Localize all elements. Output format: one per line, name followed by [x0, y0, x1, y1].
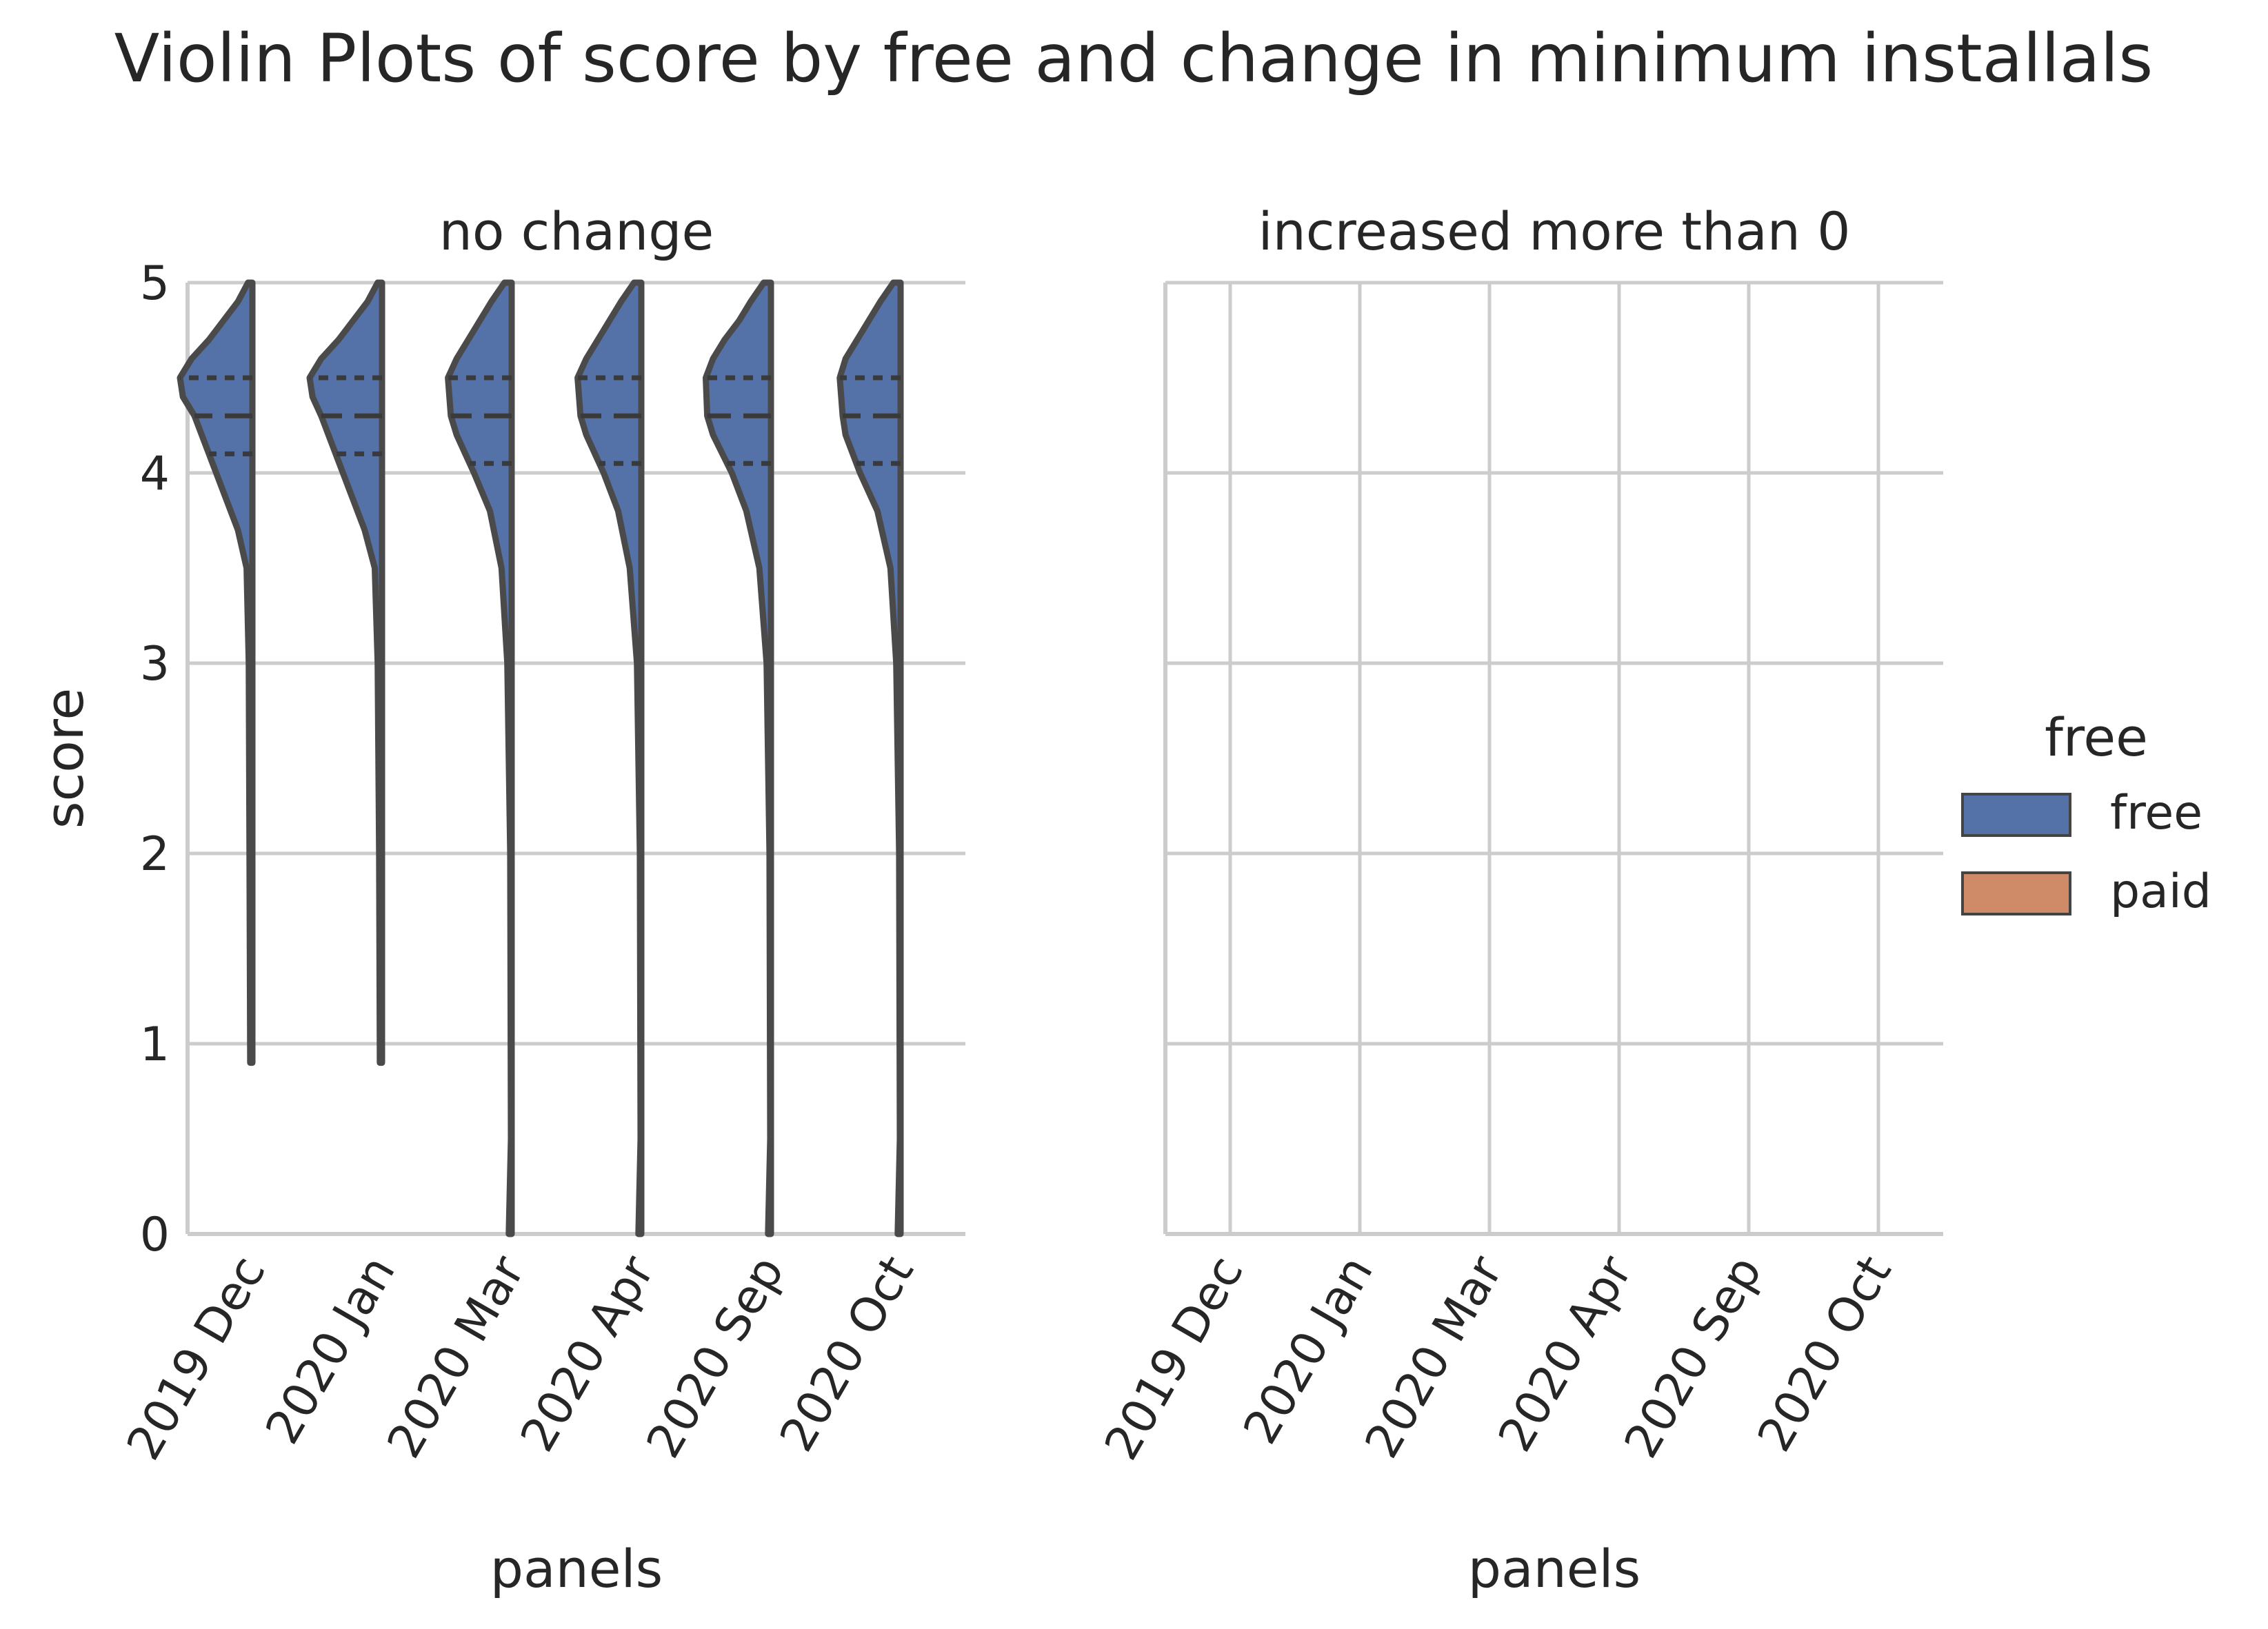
legend-swatch-paid [1961, 871, 2071, 915]
x-tick-label: 2020 Apr [1488, 1247, 1643, 1461]
y-tick-label: 0 [140, 1208, 170, 1262]
x-tick-label: 2020 Jan [1234, 1247, 1384, 1453]
violin-free-2020-mar [445, 279, 515, 1237]
legend: free free paid [1961, 707, 2211, 919]
x-tick-label: 2019 Dec [117, 1247, 277, 1469]
chart-title: Violin Plots of score by free and change… [114, 20, 2154, 97]
y-tick-label: 2 [140, 827, 170, 882]
y-tick-label: 4 [140, 447, 170, 501]
facet-title: increased more than 0 [1258, 201, 1851, 262]
violin-free-2019-dec [177, 279, 256, 1066]
y-axis-label: score [34, 688, 95, 829]
legend-swatch-free [1961, 793, 2071, 837]
facet-title: no change [439, 201, 714, 262]
y-tick-label: 5 [140, 256, 170, 311]
violin-free-2020-oct [836, 279, 904, 1237]
x-tick-label: 2020 Oct [770, 1247, 925, 1461]
x-axis-label: panels [490, 1538, 663, 1599]
x-axis-label: panels [1468, 1538, 1640, 1599]
x-tick-label: 2019 Dec [1094, 1247, 1254, 1469]
x-tick-label: 2020 Oct [1747, 1247, 1903, 1461]
y-tick-label: 3 [140, 637, 170, 691]
violin-free-2020-sep [703, 279, 774, 1237]
legend-label-free: free [2110, 786, 2202, 840]
legend-label-paid: paid [2110, 864, 2211, 919]
y-tick-label: 1 [140, 1018, 170, 1072]
legend-title: free [2045, 707, 2148, 768]
x-tick-label: 2020 Apr [510, 1247, 665, 1461]
violin-free-2020-apr [574, 279, 645, 1237]
x-tick-label: 2020 Jan [256, 1247, 406, 1453]
violin-free-2020-jan [306, 279, 385, 1066]
